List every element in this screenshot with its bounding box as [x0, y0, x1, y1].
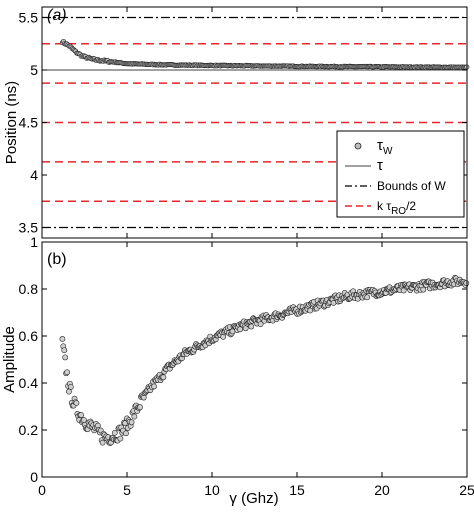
amplitude-point-2 [61, 347, 68, 354]
panel-a-legend: τWτ Bounds of W k τRO/2 [336, 130, 465, 218]
amplitude-point-190 [237, 326, 243, 333]
amplitude-point-9 [67, 383, 74, 390]
panel-a-y-tick-label-1: 4 [30, 167, 38, 183]
panel-b-y-tick-label-3: 0.6 [19, 328, 39, 344]
panel-a-y-axis-label: Position (ns) [3, 81, 20, 164]
amplitude-point-23 [81, 417, 87, 423]
panel-b-label: (b) [47, 251, 67, 268]
panel-a-y-tick-label-3: 5 [30, 62, 38, 78]
amplitude-point-62 [117, 435, 124, 442]
panel-b-x-tick-label-2: 10 [204, 482, 220, 498]
amplitude-point-108 [160, 374, 167, 381]
amplitude-point-83 [137, 404, 143, 411]
panel-b-x-tick-label-5: 25 [459, 482, 474, 498]
amplitude-point-365 [400, 287, 407, 294]
amplitude-point-212 [257, 321, 264, 328]
panel-b-x-ticks: 0 5 10 15 20 25 [38, 242, 474, 498]
panel-a-y-tick-label-0: 3.5 [19, 220, 39, 236]
panel-a-frame [41, 6, 468, 239]
amplitude-point-98 [151, 383, 157, 390]
legend-entry-2: Bounds of W [377, 179, 446, 193]
amplitude-point-77 [131, 413, 138, 420]
legend-entry-0: τW [377, 137, 393, 157]
panel-a-y-tick-label-2: 4.5 [19, 115, 39, 131]
amplitude-point-68 [123, 430, 129, 437]
panel-b-y-tick-label-4: 0.8 [19, 281, 39, 297]
panel-b-y-tick-label-1: 0.2 [19, 422, 39, 438]
amplitude-point-326 [364, 294, 371, 301]
panel-b-y-ticks: 0 0.2 0.4 0.6 0.8 1 [19, 234, 467, 485]
panel-b-x-tick-label-3: 15 [289, 482, 305, 498]
panel-b-y-axis-label: Amplitude [1, 326, 18, 393]
amplitude-point-56 [111, 429, 118, 436]
amplitude-point-3 [62, 354, 69, 361]
panel-b-y-tick-label-5: 1 [30, 234, 38, 250]
panel-a-y-tick-label-4: 5.5 [19, 10, 39, 26]
panel-b-x-tick-label-0: 0 [38, 482, 46, 498]
amplitude-point-15 [73, 400, 80, 406]
amplitude-point-0 [59, 336, 66, 342]
panel-b-y-tick-label-2: 0.4 [19, 375, 39, 391]
legend-entry-3: k τRO/2 [377, 199, 416, 217]
amplitude-point-5 [64, 369, 70, 376]
legend-symbol-circle [354, 142, 362, 150]
panel-b-y-tick-label-0: 0 [30, 469, 38, 485]
panel-b-amplitude-points [59, 274, 470, 447]
amplitude-point-386 [420, 286, 427, 293]
legend-entry-1: τ [377, 157, 383, 174]
panel-b-x-axis-label: γ (Ghz) [229, 490, 278, 507]
amplitude-point-43 [99, 439, 106, 446]
panel-b-x-tick-label-1: 5 [123, 482, 131, 498]
panel-a-y-ticks: 3.5 4 4.5 5 5.5 [19, 10, 467, 236]
amplitude-point-202 [248, 323, 255, 330]
panel-b-frame [41, 241, 468, 478]
panel-a-tau-w-points [59, 38, 470, 71]
amplitude-point-74 [128, 419, 135, 426]
panel-b-amplitude-plot: 00.20.40.60.81 0 5 10 15 20 25 (b) Amplitude … [1, 234, 474, 507]
panel-b-x-tick-label-4: 20 [374, 482, 390, 498]
panel-a-label: (a) [47, 7, 67, 24]
panel-a-position-plot: 3.5 4 4.5 5 5.5 (a) Position (ns) τWτ Bounds … [3, 6, 470, 239]
amplitude-point-20 [78, 412, 84, 418]
amplitude-point-432 [463, 280, 470, 287]
